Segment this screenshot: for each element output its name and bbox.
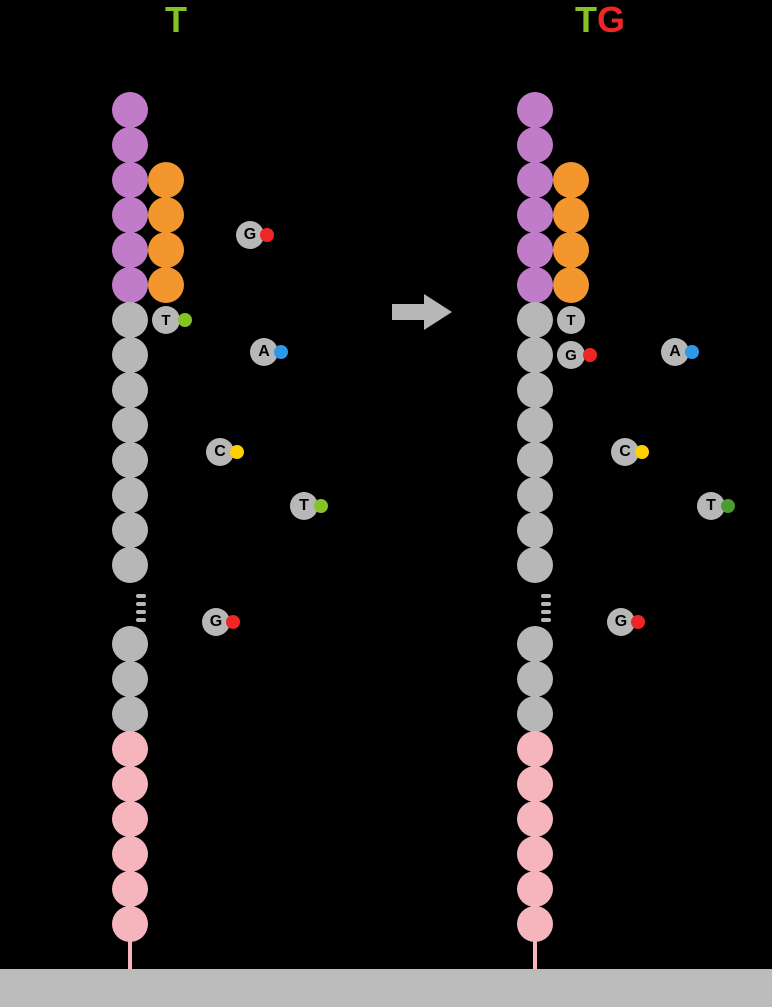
bead — [112, 442, 148, 478]
bead — [517, 267, 553, 303]
stem — [128, 939, 132, 969]
panel-title: TG — [575, 2, 625, 38]
bead — [517, 871, 553, 907]
bead — [148, 232, 184, 268]
bead — [148, 162, 184, 198]
bead — [517, 731, 553, 767]
bead — [112, 626, 148, 662]
bead — [517, 512, 553, 548]
bead — [112, 801, 148, 837]
nucleotide-g: G — [202, 608, 244, 636]
bead — [517, 162, 553, 198]
bead — [517, 661, 553, 697]
nucleotide-c: C — [611, 438, 653, 466]
bead — [553, 197, 589, 233]
bead — [112, 512, 148, 548]
bead — [517, 442, 553, 478]
bead — [517, 407, 553, 443]
bead — [112, 127, 148, 163]
bead — [112, 92, 148, 128]
bead — [112, 547, 148, 583]
bead — [517, 547, 553, 583]
bead — [517, 626, 553, 662]
bead — [112, 372, 148, 408]
bead — [112, 267, 148, 303]
bead — [112, 731, 148, 767]
nucleotide-t: T — [697, 492, 739, 520]
nucleotide-g: G — [236, 221, 278, 249]
bead — [148, 197, 184, 233]
bead — [112, 162, 148, 198]
bead — [517, 477, 553, 513]
bead — [517, 337, 553, 373]
bead — [112, 906, 148, 942]
nucleotide-c: C — [206, 438, 248, 466]
bead — [112, 477, 148, 513]
bead — [112, 197, 148, 233]
bead — [112, 232, 148, 268]
bead — [517, 197, 553, 233]
nucleotide-t: T — [290, 492, 332, 520]
nucleotide-a: A — [250, 338, 292, 366]
bound-dot — [178, 313, 192, 327]
bead — [517, 906, 553, 942]
bound-nucleotide: T — [557, 306, 585, 334]
bead — [517, 696, 553, 732]
ellipsis-gap — [124, 594, 158, 622]
ellipsis-gap — [529, 594, 563, 622]
bead — [112, 337, 148, 373]
bead — [517, 836, 553, 872]
bead — [148, 267, 184, 303]
bead — [517, 127, 553, 163]
bead — [553, 267, 589, 303]
bead — [112, 407, 148, 443]
bead — [112, 871, 148, 907]
bound-nucleotide: G — [557, 341, 585, 369]
bound-nucleotide: T — [152, 306, 180, 334]
bead — [517, 801, 553, 837]
bead — [112, 766, 148, 802]
bead — [112, 696, 148, 732]
bead — [112, 302, 148, 338]
bead — [112, 661, 148, 697]
nucleotide-a: A — [661, 338, 703, 366]
arrow-icon — [392, 294, 452, 330]
bead — [112, 836, 148, 872]
panel-title: T — [165, 2, 187, 38]
bead — [517, 766, 553, 802]
bead — [517, 372, 553, 408]
bead — [553, 232, 589, 268]
nucleotide-g: G — [607, 608, 649, 636]
bead — [553, 162, 589, 198]
bead — [517, 92, 553, 128]
bound-dot — [583, 348, 597, 362]
bead — [517, 232, 553, 268]
stem — [533, 939, 537, 969]
bead — [517, 302, 553, 338]
